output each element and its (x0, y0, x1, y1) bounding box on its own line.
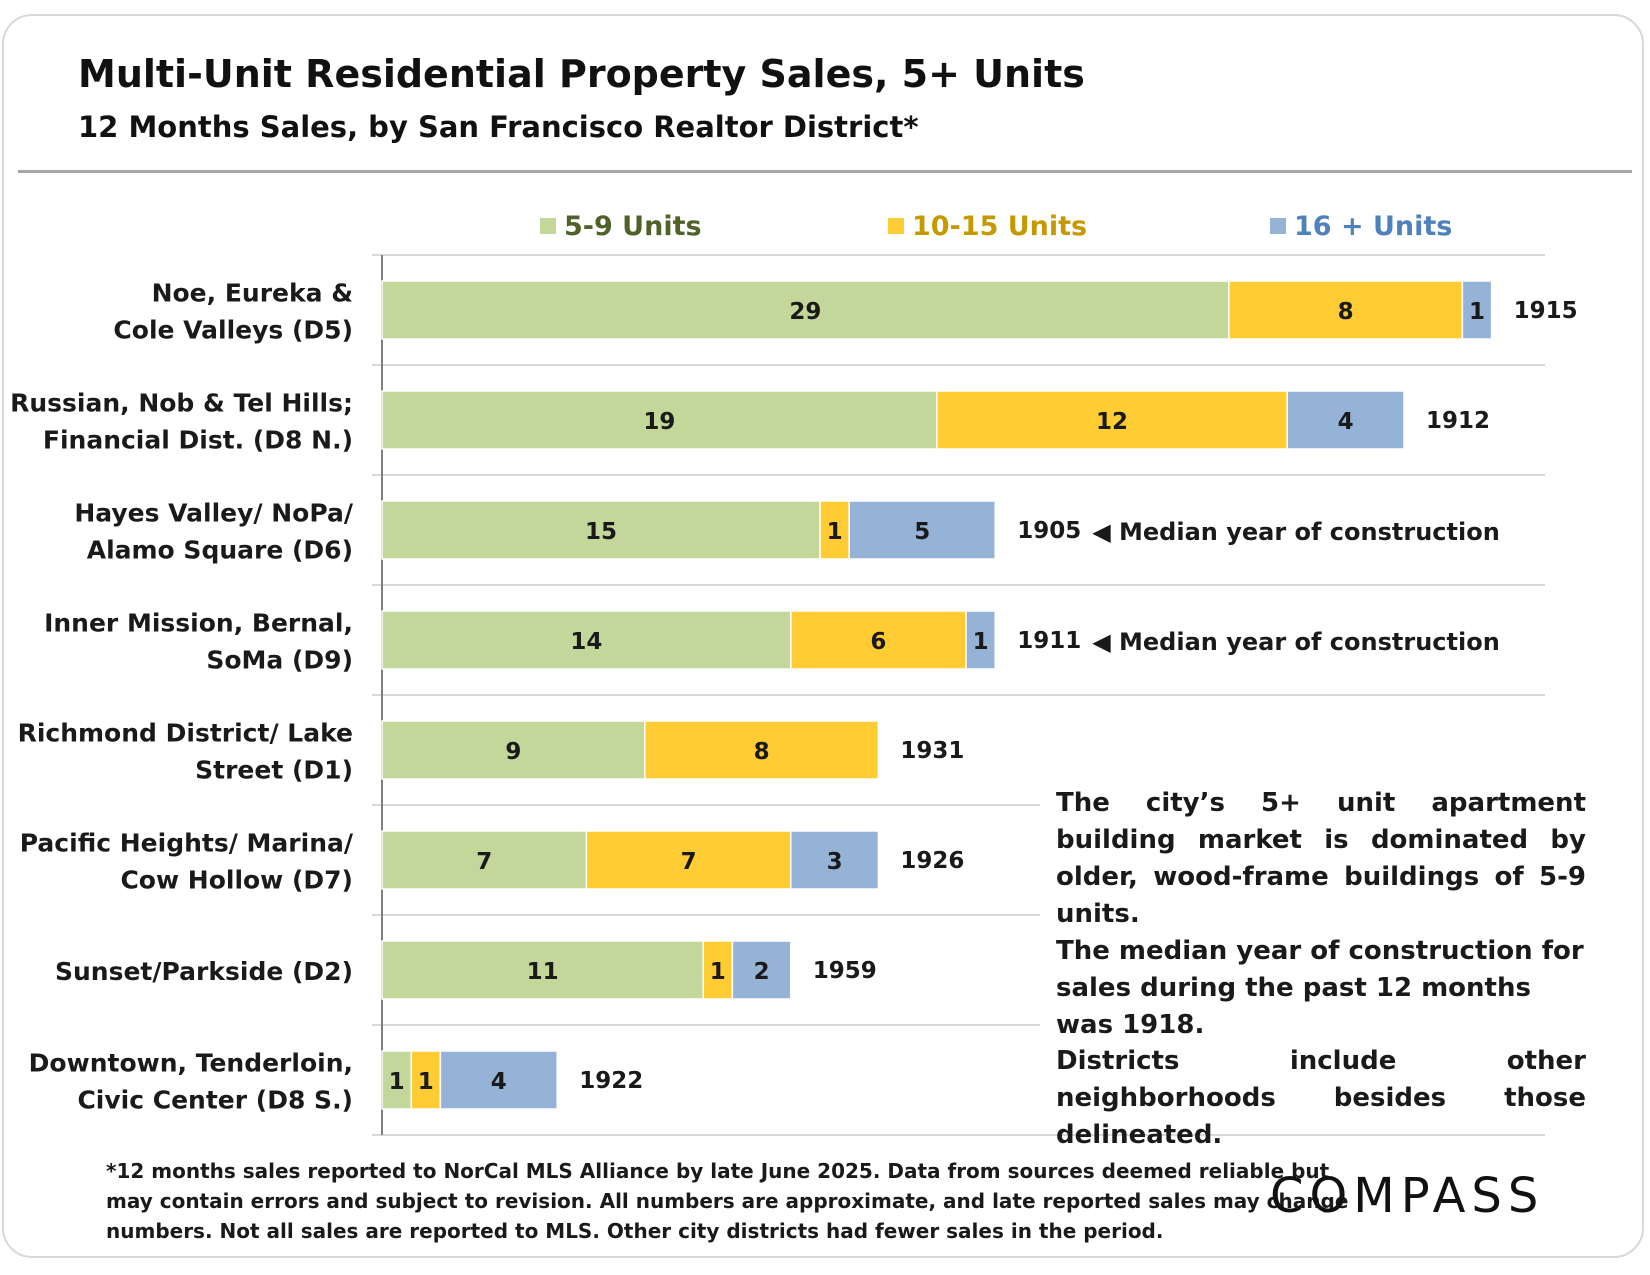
category-label: Pacific Heights/ Marina/ (20, 829, 354, 858)
legend-label: 5-9 Units (564, 211, 702, 242)
bar-segment (965, 610, 996, 670)
median-year-label: 1931 (900, 738, 964, 764)
data-label: 3 (827, 849, 843, 875)
median-year-label: 1926 (900, 848, 964, 874)
data-label: 14 (570, 629, 602, 655)
annotation: ◀ Median year of construction (1092, 518, 1500, 546)
data-label: 1 (418, 1069, 434, 1095)
bar-segment (1228, 280, 1464, 340)
bar-segment (410, 1050, 442, 1110)
data-label: 11 (527, 959, 559, 985)
compass-logo: COMPASS (1270, 1168, 1545, 1224)
bar-segment (381, 500, 821, 560)
median-year-label: 1905 (1017, 518, 1081, 544)
bar-segment (381, 720, 646, 780)
data-label: 6 (870, 629, 886, 655)
data-label: 1 (827, 519, 843, 545)
median-year-label: 1959 (813, 958, 877, 984)
footnote-line: may contain errors and subject to revisi… (106, 1189, 1349, 1213)
data-label: 1 (1469, 299, 1485, 325)
category-label: Russian, Nob & Tel Hills; (10, 389, 353, 418)
data-label: 29 (789, 299, 821, 325)
chart-subtitle: 12 Months Sales, by San Francisco Realto… (78, 110, 919, 144)
data-label: 9 (505, 739, 521, 765)
bar-segment (381, 280, 1230, 340)
median-year-label: 1922 (579, 1068, 643, 1094)
chart-title: Multi-Unit Residential Property Sales, 5… (78, 52, 1085, 96)
bar-segment (1461, 280, 1493, 340)
bar-segment (790, 830, 880, 890)
bar-segment (439, 1050, 558, 1110)
data-label: 7 (681, 849, 697, 875)
legend-label: 10-15 Units (912, 211, 1087, 242)
bar-segment (381, 830, 588, 890)
legend-swatch (1270, 218, 1286, 234)
data-label: 12 (1096, 409, 1128, 435)
median-year-label: 1912 (1426, 408, 1490, 434)
category-label: SoMa (D9) (206, 646, 353, 675)
category-label: Financial Dist. (D8 N.) (43, 426, 353, 455)
median-year-label: 1911 (1017, 628, 1081, 654)
bar-segment (936, 390, 1288, 450)
bar-segment (381, 1050, 412, 1110)
note-districts: Districts include other neighborhoods be… (1056, 1046, 1586, 1150)
data-label: 4 (1338, 409, 1354, 435)
data-label: 15 (585, 519, 617, 545)
category-label: Hayes Valley/ NoPa/ (74, 499, 354, 528)
category-label: Inner Mission, Bernal, (44, 609, 353, 638)
data-label: 8 (754, 739, 770, 765)
note-wood-frame: The city’s 5+ unit apartment building ma… (1056, 788, 1586, 929)
footnote: *12 months sales reported to NorCal MLS … (106, 1156, 1349, 1246)
data-label: 1 (710, 959, 726, 985)
data-label: 1 (973, 629, 989, 655)
bar-segment (644, 720, 880, 780)
bar-segment (731, 940, 792, 1000)
data-label: 4 (491, 1069, 507, 1095)
data-label: 7 (476, 849, 492, 875)
bar-segment (848, 500, 996, 560)
category-label: Sunset/Parkside (D2) (55, 957, 353, 986)
bar-segment (381, 940, 704, 1000)
bar-segment (702, 940, 734, 1000)
category-label: Alamo Square (D6) (87, 536, 353, 565)
category-label: Downtown, Tenderloin, (29, 1049, 353, 1078)
category-label: Cow Hollow (D7) (120, 866, 353, 895)
median-year-label: 1915 (1514, 298, 1578, 324)
data-label: 1 (389, 1069, 405, 1095)
legend-label: 16 + Units (1294, 211, 1452, 242)
note-median-year: The median year of construction for sale… (1056, 936, 1584, 1040)
legend-swatch (540, 218, 556, 234)
legend-swatch (888, 218, 904, 234)
footnote-line: *12 months sales reported to NorCal MLS … (106, 1159, 1330, 1183)
footnote-line: numbers. Not all sales are reported to M… (106, 1219, 1164, 1243)
annotation: ◀ Median year of construction (1092, 628, 1500, 656)
category-label: Civic Center (D8 S.) (77, 1086, 353, 1115)
bar-segment (381, 610, 792, 670)
data-label: 2 (754, 959, 770, 985)
title-divider (18, 170, 1632, 173)
category-label: Noe, Eureka & (152, 279, 353, 308)
stacked-bar-chart: 5-9 Units 10-15 Units 16 + Units Noe, Eurek… (10, 211, 1578, 1136)
data-label: 5 (914, 519, 930, 545)
bar-segment (1286, 390, 1405, 450)
category-label: Street (D1) (195, 756, 353, 785)
data-label: 19 (643, 409, 675, 435)
category-label: Cole Valleys (D5) (113, 316, 353, 345)
category-label: Richmond District/ Lake (18, 719, 353, 748)
data-label: 8 (1338, 299, 1354, 325)
